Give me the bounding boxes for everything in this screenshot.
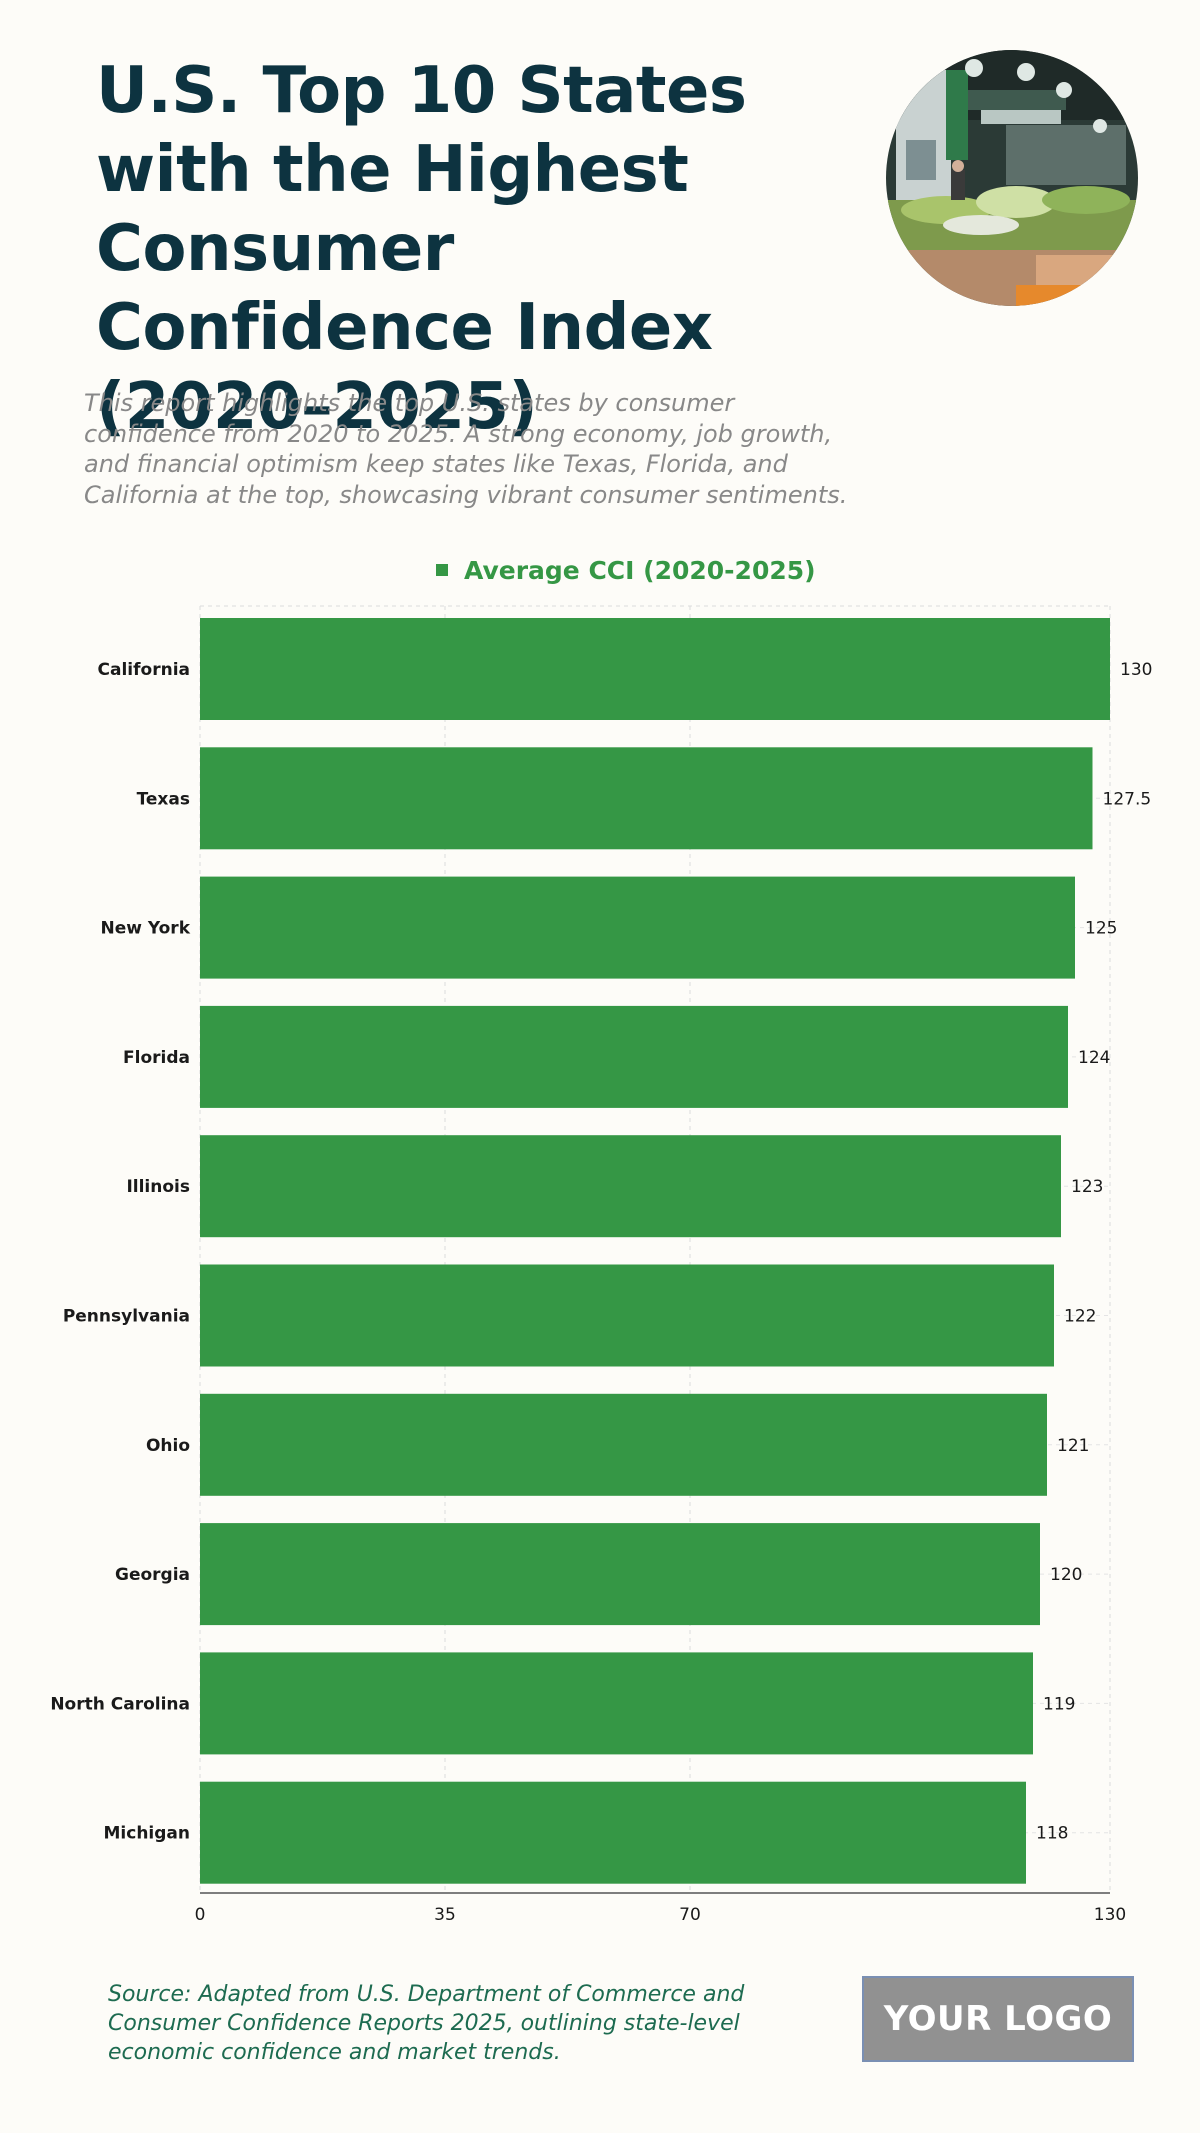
logo-placeholder: YOUR LOGO [862, 1976, 1134, 2062]
legend-swatch [436, 564, 448, 576]
value-label: 127.5 [1103, 789, 1152, 809]
bar [200, 1393, 1047, 1496]
x-tick-label: 70 [679, 1905, 701, 1925]
value-label: 123 [1071, 1177, 1103, 1197]
category-label: Georgia [115, 1565, 190, 1585]
bar [200, 876, 1075, 979]
legend-label: Average CCI (2020-2025) [464, 555, 816, 585]
value-label: 130 [1120, 660, 1152, 680]
chart-bars [200, 618, 1110, 1884]
bar [200, 1523, 1040, 1626]
chart-title: U.S. Top 10 States with the Highest Cons… [96, 54, 747, 444]
x-tick-label: 130 [1094, 1905, 1126, 1925]
bar [200, 1264, 1054, 1367]
category-label: Illinois [126, 1177, 190, 1197]
category-label: California [98, 660, 190, 680]
chart-axis: 0 35 70 130 [195, 1892, 1126, 1925]
value-label: 121 [1057, 1436, 1089, 1456]
x-tick-label: 35 [434, 1905, 456, 1925]
category-label: Michigan [104, 1824, 191, 1844]
category-label: New York [101, 919, 191, 939]
category-label: North Carolina [50, 1694, 190, 1714]
bar [200, 618, 1110, 720]
bar-chart: California 130 Texas 127.5 New York 125 Florid… [50, 605, 1152, 1925]
x-tick-label: 0 [195, 1905, 206, 1925]
chart-subtitle: This report highlights the top U.S. stat… [84, 389, 848, 509]
value-label: 124 [1078, 1048, 1110, 1068]
bar [200, 1781, 1026, 1884]
chart-labels: California 130 Texas 127.5 New York 125 Florid… [50, 660, 1152, 1844]
bar [200, 747, 1093, 850]
value-label: 118 [1036, 1824, 1068, 1844]
category-label: Ohio [146, 1436, 190, 1456]
category-label: Pennsylvania [63, 1307, 190, 1327]
value-label: 122 [1064, 1307, 1096, 1327]
source-note: Source: Adapted from U.S. Department of … [108, 1982, 745, 2065]
value-label: 119 [1043, 1694, 1075, 1714]
category-label: Texas [137, 789, 190, 809]
bar [200, 1005, 1068, 1108]
category-label: Florida [123, 1048, 190, 1068]
bar [200, 1652, 1033, 1755]
bar [200, 1135, 1061, 1238]
value-label: 125 [1085, 919, 1117, 939]
value-label: 120 [1050, 1565, 1082, 1585]
chart-legend: Average CCI (2020-2025) [436, 552, 816, 588]
